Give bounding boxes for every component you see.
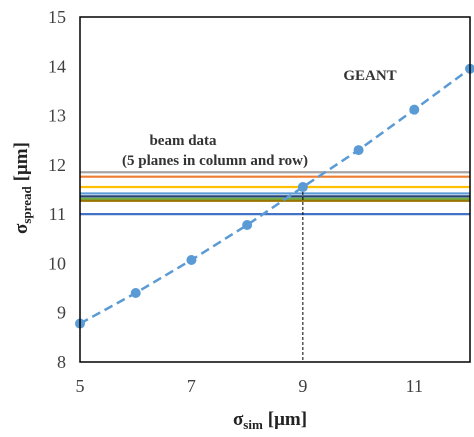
data-point	[297, 182, 308, 193]
y-tick-label: 11	[49, 204, 66, 224]
x-axis-subscript: sim	[243, 417, 263, 432]
series-line-geant	[79, 67, 471, 325]
y-tick-label: 13	[48, 106, 66, 126]
data-point	[353, 145, 364, 156]
x-axis-symbol: σ	[233, 409, 244, 430]
y-axis-ticks: 8 9 10 11 12 13 14 15	[48, 7, 66, 372]
beam-data-label-line2: (5 planes in column and row)	[122, 153, 308, 169]
y-tick-label: 9	[57, 303, 66, 323]
beam-data-label-line1: beam data	[149, 133, 217, 149]
x-axis-title: σsim [μm]	[233, 409, 307, 432]
plot-frame	[79, 16, 471, 363]
y-axis-symbol: σ	[11, 223, 32, 234]
data-point	[130, 288, 141, 298]
data-point	[186, 254, 197, 265]
y-tick-label: 14	[48, 56, 66, 76]
y-axis-title: σspread [μm]	[11, 142, 34, 234]
y-tick-label: 12	[48, 155, 66, 175]
y-axis-unit: [μm]	[11, 142, 32, 181]
y-tick-label: 10	[48, 253, 66, 273]
y-tick-label: 8	[57, 352, 66, 372]
x-axis-ticks: 5 7 9 11	[76, 376, 423, 396]
y-axis-subscript: spread	[19, 186, 34, 224]
x-tick-label: 9	[298, 376, 307, 396]
x-tick-label: 5	[76, 376, 85, 396]
series-label-geant: GEANT	[343, 68, 396, 84]
data-point	[242, 219, 253, 230]
x-tick-label: 7	[187, 376, 196, 396]
data-point	[409, 104, 420, 115]
plot-area	[75, 63, 474, 362]
y-tick-label: 15	[48, 7, 66, 27]
x-axis-unit: [μm]	[268, 409, 307, 430]
x-tick-label: 11	[406, 376, 423, 396]
